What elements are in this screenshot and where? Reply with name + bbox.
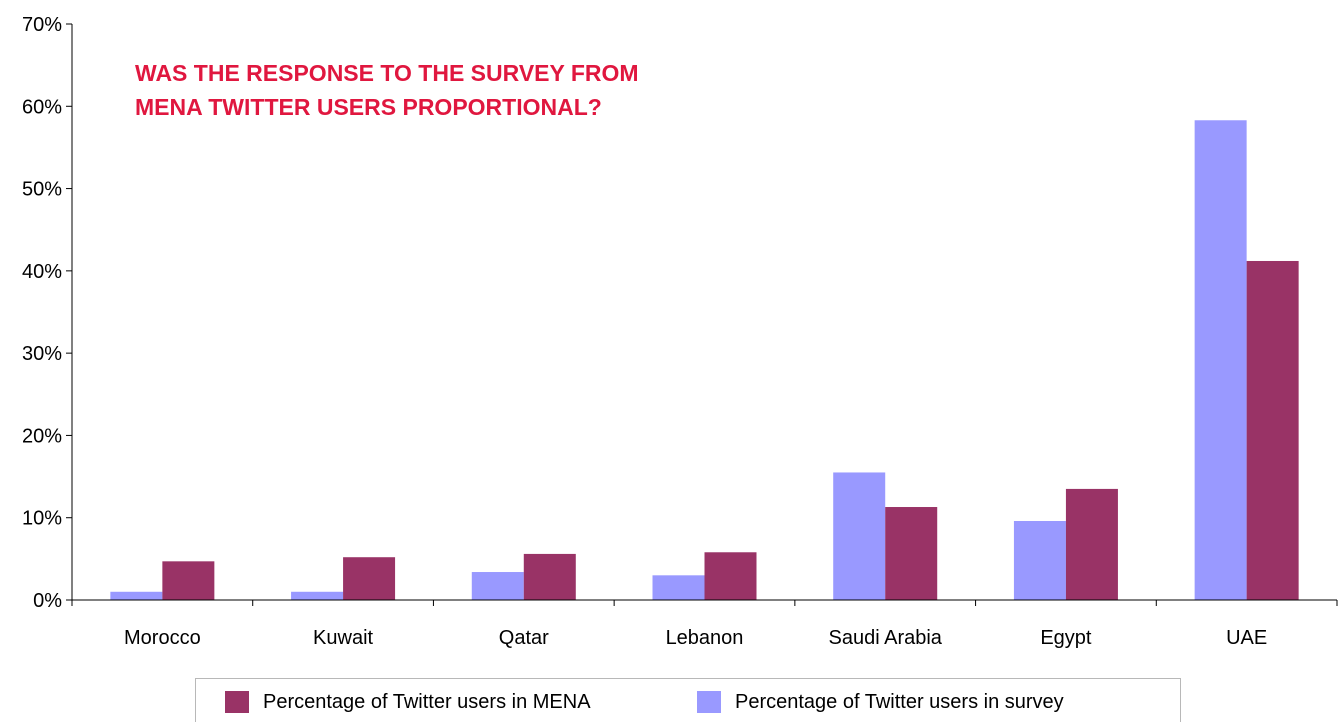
x-tick-label-uae: UAE [1226, 627, 1267, 649]
bar-uae-survey [1194, 120, 1247, 600]
x-tick-label-morocco: Morocco [124, 627, 201, 649]
bar-morocco-survey [110, 591, 163, 600]
y-tick-label-0: 0% [33, 590, 62, 612]
x-tick-label-qatar: Qatar [499, 627, 549, 649]
bar-uae-mena [1246, 260, 1299, 600]
y-tick-label-6: 60% [22, 96, 62, 118]
bar-kuwait-survey [291, 591, 344, 600]
y-tick-label-7: 70% [22, 14, 62, 36]
axes-group: Morocco Kuwait Qatar Lebanon Saudi Arabia Egy… [22, 14, 1338, 649]
legend-swatch-survey [697, 691, 721, 713]
bar-egypt-survey [1013, 521, 1066, 600]
y-tick-label-1: 10% [22, 508, 62, 530]
bars-group [110, 120, 1299, 600]
bar-saudi-arabia-mena [885, 507, 938, 600]
legend-item-mena: Percentage of Twitter users in MENA [225, 691, 591, 713]
y-tick-label-5: 50% [22, 179, 62, 201]
chart-title-line-2: MENA TWITTER USERS PROPORTIONAL? [135, 94, 602, 120]
y-tick-label-2: 20% [22, 425, 62, 447]
legend-item-survey: Percentage of Twitter users in survey [697, 691, 1064, 713]
bar-morocco-mena [162, 561, 215, 600]
bar-lebanon-survey [652, 575, 705, 600]
legend-swatch-mena [225, 691, 249, 713]
bar-kuwait-mena [343, 557, 396, 600]
chart-legend: Percentage of Twitter users in MENA Perc… [195, 678, 1181, 722]
x-tick-label-lebanon: Lebanon [666, 627, 744, 649]
chart-title-line-1: WAS THE RESPONSE TO THE SURVEY FROM [135, 60, 639, 86]
bar-egypt-mena [1065, 488, 1118, 600]
x-tick-label-egypt: Egypt [1040, 627, 1092, 649]
legend-label-survey: Percentage of Twitter users in survey [735, 690, 1064, 713]
bar-lebanon-mena [704, 552, 757, 600]
bar-qatar-mena [523, 553, 576, 600]
legend-label-mena: Percentage of Twitter users in MENA [263, 690, 591, 713]
bar-saudi-arabia-survey [833, 472, 886, 600]
y-tick-label-4: 40% [22, 261, 62, 283]
y-tick-label-3: 30% [22, 343, 62, 365]
bar-qatar-survey [471, 572, 524, 600]
x-tick-label-saudi-arabia: Saudi Arabia [829, 627, 943, 649]
x-tick-label-kuwait: Kuwait [313, 627, 373, 649]
